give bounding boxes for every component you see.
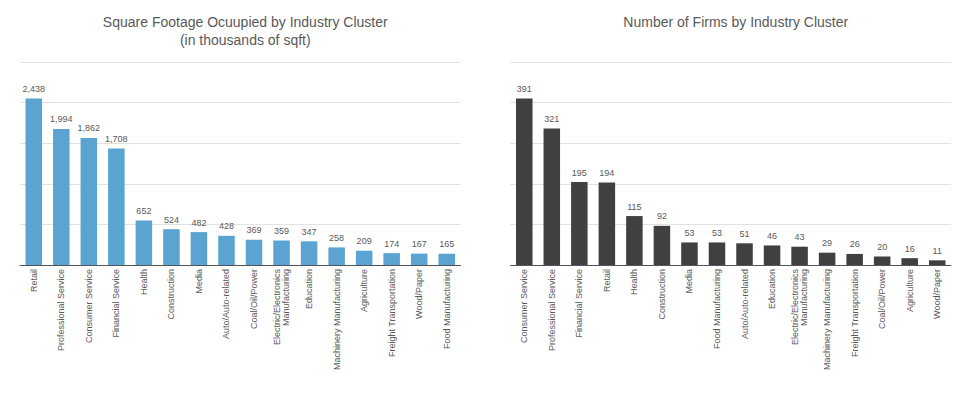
svg-text:Retail: Retail	[602, 269, 612, 292]
svg-text:Media: Media	[194, 269, 204, 294]
svg-text:Retail: Retail	[29, 269, 39, 292]
svg-text:Health: Health	[629, 269, 639, 295]
svg-text:174: 174	[384, 239, 399, 249]
svg-text:369: 369	[246, 225, 261, 235]
svg-text:1,862: 1,862	[78, 123, 101, 133]
svg-text:Agriculture: Agriculture	[359, 269, 369, 312]
svg-text:20: 20	[877, 242, 887, 252]
svg-text:46: 46	[767, 231, 777, 241]
svg-text:167: 167	[412, 239, 427, 249]
svg-text:Professional Service: Professional Service	[547, 269, 557, 351]
svg-text:209: 209	[357, 236, 372, 246]
svg-text:Coal/Oil/Power: Coal/Oil/Power	[877, 269, 887, 329]
svg-text:Coal/Oil/Power: Coal/Oil/Power	[249, 269, 259, 329]
svg-text:Consumer Service: Consumer Service	[519, 269, 529, 343]
svg-text:Construction: Construction	[657, 269, 667, 320]
svg-text:51: 51	[740, 229, 750, 239]
svg-text:321: 321	[544, 114, 559, 124]
svg-text:Machinery Manufacturing: Machinery Manufacturing	[332, 269, 342, 370]
svg-text:Auto/Auto-related: Auto/Auto-related	[740, 269, 750, 339]
svg-text:Construction: Construction	[166, 269, 176, 320]
svg-text:428: 428	[219, 221, 234, 231]
svg-text:Food Manufacturing: Food Manufacturing	[442, 269, 452, 349]
svg-text:194: 194	[599, 168, 614, 178]
svg-text:482: 482	[191, 218, 206, 228]
svg-text:Education: Education	[767, 269, 777, 309]
svg-text:359: 359	[274, 226, 289, 236]
svg-text:165: 165	[439, 239, 454, 249]
svg-text:Education: Education	[304, 269, 314, 309]
svg-text:1,708: 1,708	[105, 134, 128, 144]
svg-text:1,994: 1,994	[50, 114, 73, 124]
svg-text:115: 115	[627, 202, 641, 212]
svg-text:524: 524	[164, 215, 179, 225]
svg-text:258: 258	[329, 233, 344, 243]
svg-text:Financial Service: Financial Service	[574, 269, 584, 338]
svg-text:Wood/Paper: Wood/Paper	[932, 269, 942, 319]
svg-text:Professional Service: Professional Service	[56, 269, 66, 351]
svg-text:Auto/Auto-related: Auto/Auto-related	[221, 269, 231, 339]
svg-text:Electric/Electronics: Electric/Electronics	[790, 269, 801, 345]
svg-text:Food Manufacturing: Food Manufacturing	[712, 269, 722, 349]
svg-text:195: 195	[572, 168, 587, 178]
svg-text:(in thousands of sqft): (in thousands of sqft)	[180, 32, 311, 48]
svg-text:Consumer Service: Consumer Service	[84, 269, 94, 343]
svg-text:53: 53	[712, 228, 722, 238]
svg-text:Freight Transportation: Freight Transportation	[850, 269, 860, 357]
svg-text:Electric/Electronics: Electric/Electronics	[272, 269, 282, 345]
svg-text:Number of Firms by Industry Cl: Number of Firms by Industry Cluster	[623, 14, 848, 30]
svg-text:11: 11	[933, 246, 942, 256]
svg-text:Health: Health	[139, 269, 149, 295]
svg-text:347: 347	[302, 227, 317, 237]
svg-text:Manufacturing: Manufacturing	[281, 269, 291, 326]
svg-text:652: 652	[136, 206, 151, 216]
svg-text:391: 391	[517, 84, 532, 94]
svg-text:92: 92	[657, 211, 667, 221]
svg-text:Wood/Paper: Wood/Paper	[414, 269, 424, 319]
svg-text:16: 16	[905, 244, 915, 254]
svg-text:53: 53	[684, 228, 694, 238]
svg-text:Media: Media	[684, 269, 694, 294]
svg-text:2,438: 2,438	[22, 84, 45, 94]
svg-text:Manufacturing: Manufacturing	[799, 269, 809, 326]
svg-text:29: 29	[822, 238, 832, 248]
svg-text:Freight Transportation: Freight Transportation	[387, 269, 397, 357]
svg-text:Machinery Manufacturing: Machinery Manufacturing	[822, 269, 832, 370]
svg-text:26: 26	[850, 239, 860, 249]
svg-text:43: 43	[795, 232, 805, 242]
svg-text:Financial Service: Financial Service	[111, 269, 121, 338]
svg-text:Agriculture: Agriculture	[905, 269, 915, 312]
svg-text:Square Footage Ocuupied by Ind: Square Footage Ocuupied by Industry Clus…	[103, 14, 388, 30]
